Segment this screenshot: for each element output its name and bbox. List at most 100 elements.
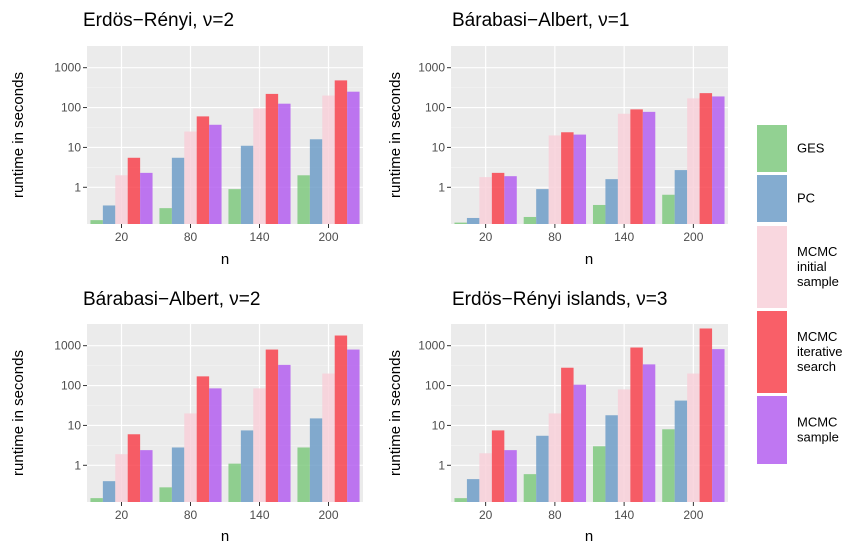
legend-label: search [797,359,836,374]
bar-pc [675,170,687,224]
bar-pc [310,418,322,502]
bar-mcmc-initial-sample [322,96,334,224]
legend-label: iterative [797,344,843,359]
bar-mcmc-iterative-search [700,93,712,224]
bar-ges [297,447,309,502]
x-tick-label: 80 [184,508,198,522]
bar-mcmc-initial-sample [618,114,630,224]
bar-mcmc-sample [278,365,290,502]
chart-panel-2: 1 10 100 1000 20 80 140 200 Bárabasi−Albert, ν=1… [387,10,728,268]
x-axis-label: n [221,528,229,545]
bar-ges [159,487,171,502]
y-tick-label: 10 [68,418,82,432]
bar-mcmc-sample [574,135,586,224]
bar-mcmc-initial-sample [184,132,196,224]
bar-pc [241,430,253,502]
bar-mcmc-iterative-search [266,94,278,224]
y-tick-label: 1000 [418,339,445,353]
bar-mcmc-sample [347,92,359,224]
bar-mcmc-initial-sample [115,454,127,502]
bar-ges [228,464,240,502]
bar-pc [172,447,184,502]
x-tick-label: 20 [479,508,493,522]
bar-mcmc-sample [278,104,290,224]
legend-label: GES [797,141,825,156]
y-axis-label: runtime in seconds [10,350,27,476]
bar-pc [103,205,115,224]
legend-key-4 [757,311,787,393]
bar-ges [662,429,674,502]
bar-ges [454,223,466,224]
y-tick-label: 10 [432,140,446,154]
bar-pc [536,189,548,224]
bar-mcmc-initial-sample [479,177,491,224]
bar-mcmc-initial-sample [115,175,127,224]
x-axis-label: n [585,251,593,268]
bar-mcmc-sample [504,450,516,502]
legend-label: MCMC [797,329,837,344]
bar-ges [524,474,536,502]
bar-mcmc-sample [712,96,724,224]
bar-pc [241,146,253,224]
x-tick-label: 200 [318,230,338,244]
panel-title: Bárabasi−Albert, ν=2 [83,289,260,310]
x-tick-label: 80 [548,230,562,244]
y-tick-label: 100 [425,101,445,115]
bar-mcmc-iterative-search [335,80,347,224]
y-tick-label: 1000 [54,339,81,353]
x-tick-label: 200 [683,230,703,244]
x-tick-label: 200 [318,508,338,522]
legend-key-5 [757,396,787,464]
x-tick-label: 140 [614,230,634,244]
bar-pc [103,481,115,502]
y-tick-label: 100 [61,101,81,115]
legend-key-2 [757,175,787,222]
bar-ges [662,195,674,224]
bar-mcmc-initial-sample [184,413,196,502]
legend-key-1 [757,125,787,172]
y-tick-label: 10 [68,140,82,154]
bar-mcmc-iterative-search [492,173,504,224]
bar-ges [524,217,536,224]
bar-mcmc-iterative-search [128,158,140,224]
y-tick-label: 100 [61,379,81,393]
panel-title: Erdös−Rényi islands, ν=3 [452,289,667,310]
legend-label: PC [797,191,815,206]
legend-label: sample [797,274,839,289]
x-axis-label: n [221,251,229,268]
bar-mcmc-sample [712,349,724,502]
bar-mcmc-initial-sample [322,374,334,502]
bar-mcmc-initial-sample [618,389,630,502]
bar-mcmc-initial-sample [549,413,561,502]
y-tick-label: 100 [425,379,445,393]
bar-mcmc-iterative-search [492,430,504,502]
bar-pc [605,415,617,502]
bar-ges [90,498,102,502]
bar-mcmc-iterative-search [197,376,209,502]
x-tick-label: 80 [184,230,198,244]
bar-mcmc-iterative-search [561,132,573,224]
legend: GESPCMCMCinitialsampleMCMCiterativesearc… [757,125,843,464]
x-tick-label: 140 [249,230,269,244]
bar-mcmc-iterative-search [630,109,642,224]
bar-mcmc-sample [209,388,221,502]
bar-mcmc-initial-sample [253,388,265,502]
panel-title: Bárabasi−Albert, ν=1 [452,10,629,31]
bar-mcmc-sample [504,176,516,224]
bar-pc [605,179,617,224]
bar-pc [675,401,687,502]
bar-ges [593,205,605,224]
bar-mcmc-iterative-search [700,328,712,502]
panel-title: Erdös−Rényi, ν=2 [83,10,234,31]
bar-pc [172,158,184,224]
bar-mcmc-iterative-search [630,348,642,502]
bar-mcmc-sample [574,385,586,502]
x-tick-label: 20 [115,508,129,522]
bar-mcmc-sample [209,125,221,224]
bar-mcmc-iterative-search [561,368,573,502]
chart-panel-3: 1 10 100 1000 20 80 140 200 Bárabasi−Albert, ν=2… [10,289,363,545]
x-tick-label: 20 [115,230,129,244]
bar-mcmc-iterative-search [335,336,347,502]
bar-ges [90,220,102,224]
chart-panel-1: 1 10 100 1000 20 80 140 200 Erdös−Rényi, ν=2 n run… [10,10,363,268]
